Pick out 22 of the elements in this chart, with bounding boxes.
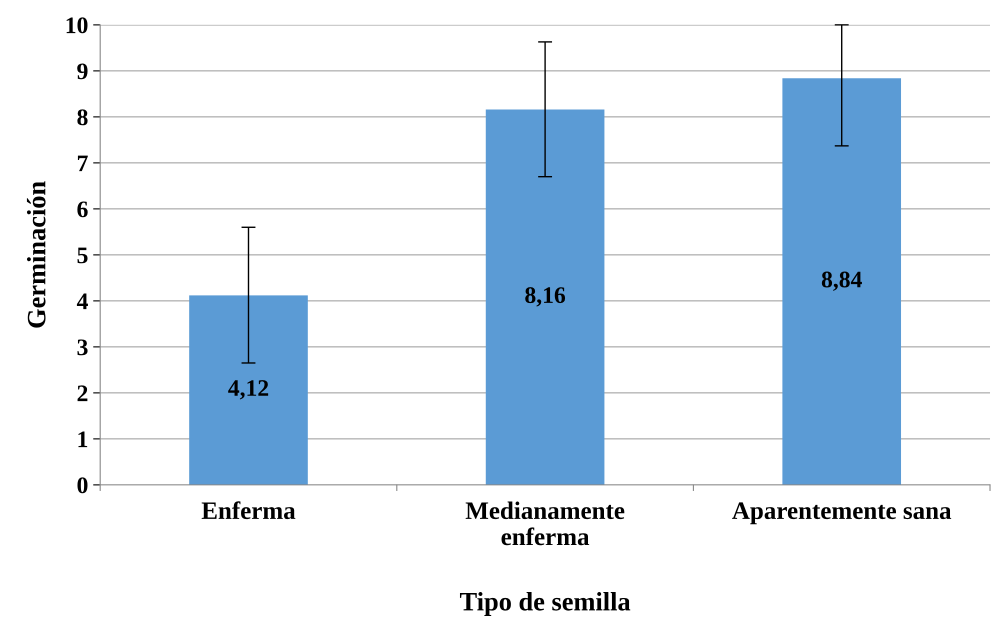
- data-label: 4,12: [228, 380, 268, 400]
- x-tick-label: Medianamente enferma: [466, 502, 624, 546]
- y-tick-label: 9: [77, 63, 88, 80]
- data-label: 8,84: [822, 272, 862, 291]
- bar: [189, 295, 308, 485]
- x-tick-label: Aparentemente sana: [732, 502, 952, 524]
- x-tick-label: Enferma: [202, 501, 296, 520]
- data-label: 8,16: [525, 287, 566, 307]
- y-tick-label: 0: [77, 477, 88, 494]
- y-axis-title: Germinación: [26, 181, 46, 328]
- y-tick-label: 1: [78, 431, 88, 448]
- y-tick-label: 3: [77, 339, 88, 356]
- y-tick-label: 6: [77, 201, 88, 218]
- y-tick-label: 10: [66, 17, 88, 34]
- y-tick-label: 8: [77, 109, 88, 126]
- y-tick-label: 5: [78, 248, 88, 264]
- y-tick-label: 7: [78, 156, 88, 172]
- bar: [782, 78, 902, 485]
- y-tick-label: 2: [78, 385, 88, 402]
- x-axis-title: Tipo de semilla: [460, 592, 630, 616]
- bar: [486, 110, 604, 485]
- y-tick-label: 4: [76, 294, 88, 310]
